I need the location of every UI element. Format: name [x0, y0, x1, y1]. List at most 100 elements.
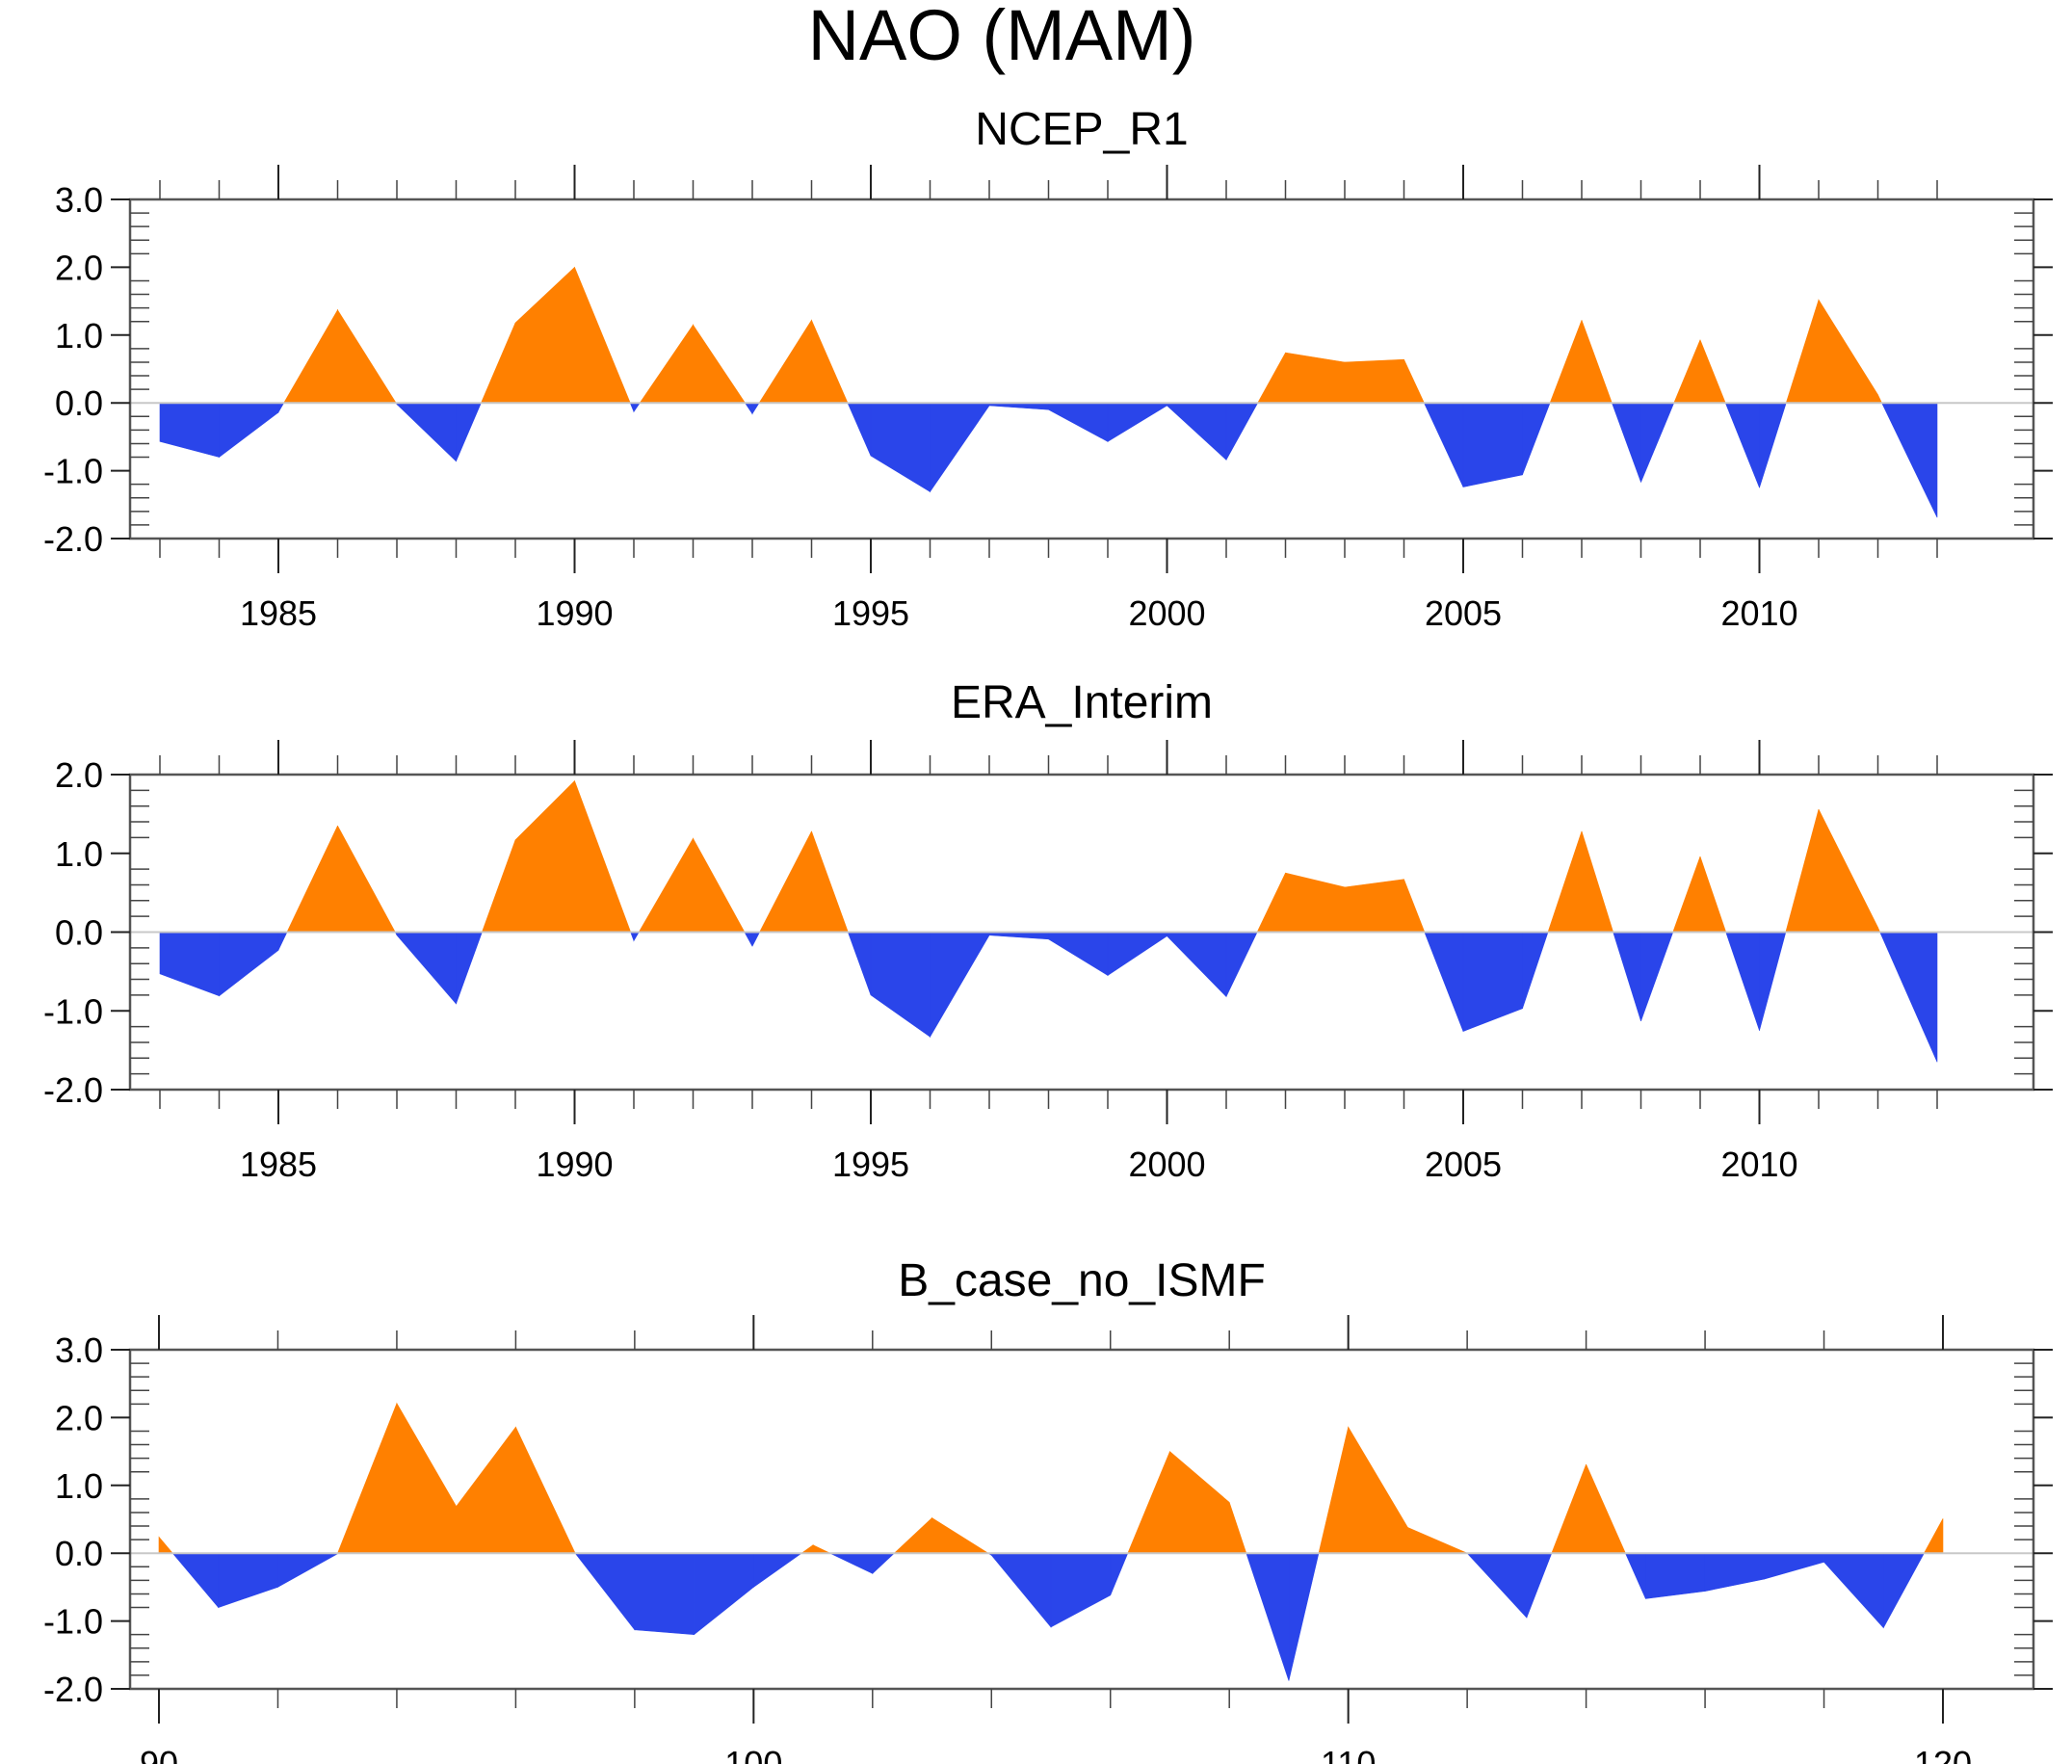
- negative-area-segment: [988, 932, 1049, 940]
- negative-area-segment: [1724, 402, 1760, 488]
- negative-area-segment: [1879, 932, 1938, 1063]
- negative-area-segment: [1640, 932, 1674, 1021]
- negative-area-segment: [1823, 1552, 1884, 1629]
- negative-area-segment: [1725, 932, 1760, 1031]
- negative-area-segment: [1462, 932, 1523, 1032]
- positive-area-segment: [396, 1402, 457, 1554]
- positive-area-segment: [1285, 352, 1346, 404]
- negative-area-segment: [1613, 932, 1641, 1021]
- negative-area-segment: [988, 402, 1049, 410]
- y-tick-label: 1.0: [55, 834, 103, 874]
- negative-area-segment: [1704, 1552, 1766, 1592]
- negative-area-segment: [1423, 402, 1464, 487]
- negative-area-segment: [277, 402, 285, 414]
- negative-area-segment: [1645, 1552, 1706, 1599]
- negative-area-segment: [277, 932, 288, 951]
- positive-area-segment: [514, 779, 575, 933]
- negative-area-segment: [218, 1552, 278, 1608]
- negative-area-segment: [1466, 1552, 1528, 1619]
- positive-area-segment: [639, 324, 694, 404]
- positive-area-segment: [574, 780, 632, 933]
- y-tick-label: 2.0: [55, 755, 103, 795]
- positive-area-segment: [1403, 879, 1426, 933]
- positive-area-segment: [1547, 830, 1583, 933]
- negative-area-segment: [1424, 932, 1464, 1032]
- negative-area-segment: [277, 1552, 338, 1588]
- positive-area-segment: [1785, 300, 1820, 404]
- negative-area-segment: [1522, 402, 1551, 475]
- negative-area-segment: [744, 932, 753, 947]
- negative-area-segment: [630, 932, 635, 941]
- negative-area-segment: [1881, 402, 1938, 518]
- negative-area-segment: [574, 1552, 636, 1631]
- negative-area-segment: [633, 402, 641, 413]
- positive-area-segment: [1344, 358, 1404, 404]
- positive-area-segment: [480, 323, 516, 404]
- positive-area-segment: [638, 837, 694, 933]
- y-tick-label: 0.0: [55, 913, 103, 953]
- negative-area-segment: [1288, 1552, 1320, 1681]
- negative-area-segment: [1050, 1552, 1112, 1628]
- x-tick-label: 100: [724, 1744, 782, 1764]
- negative-area-segment: [1110, 1552, 1129, 1595]
- x-tick-label: 1985: [240, 593, 317, 633]
- panel-title: NCEP_R1: [975, 104, 1188, 155]
- positive-area-segment: [1344, 879, 1404, 933]
- negative-area-segment: [847, 402, 872, 457]
- positive-area-segment: [759, 830, 812, 933]
- positive-area-segment: [1318, 1427, 1349, 1554]
- negative-area-segment: [456, 402, 482, 461]
- positive-area-segment: [812, 1544, 830, 1554]
- positive-area-segment: [1699, 856, 1727, 933]
- positive-area-segment: [758, 319, 812, 404]
- negative-area-segment: [1764, 1552, 1824, 1580]
- positive-area-segment: [800, 1544, 814, 1554]
- x-tick-label: 2000: [1128, 1145, 1205, 1184]
- positive-area-segment: [1581, 320, 1613, 404]
- x-tick-label: 1990: [536, 593, 613, 633]
- negative-area-segment: [1759, 402, 1787, 488]
- negative-area-segment: [1526, 1552, 1553, 1619]
- negative-area-segment: [1462, 402, 1523, 487]
- positive-area-segment: [1923, 1518, 1944, 1554]
- positive-area-segment: [1551, 1463, 1587, 1554]
- negative-area-segment: [930, 932, 990, 1039]
- positive-area-segment: [1673, 339, 1701, 404]
- negative-area-segment: [1167, 932, 1227, 998]
- negative-area-segment: [629, 402, 635, 412]
- positive-area-segment: [1586, 1463, 1626, 1554]
- panel-title: B_case_no_ISMF: [898, 1255, 1266, 1306]
- negative-area-segment: [1107, 402, 1167, 442]
- panel-era-interim: ERA_Interim -2.0 -1.0 0.0 1.0 2.0 1985 1990 199…: [43, 677, 2053, 1184]
- x-tick-label: 1990: [536, 1145, 613, 1184]
- y-tick-label: 0.0: [55, 383, 103, 423]
- positive-area-segment: [286, 826, 338, 933]
- positive-area-segment: [1403, 359, 1425, 404]
- positive-area-segment: [1877, 394, 1883, 404]
- positive-area-segment: [337, 308, 397, 404]
- panel-title: ERA_Interim: [951, 677, 1213, 728]
- positive-area-segment: [1228, 1502, 1247, 1554]
- y-tick-label: -2.0: [43, 1070, 103, 1110]
- negative-area-segment: [1048, 932, 1109, 976]
- positive-area-segment: [1699, 339, 1726, 404]
- positive-area-segment: [1127, 1451, 1170, 1554]
- positive-area-segment: [811, 830, 849, 933]
- negative-area-segment: [870, 402, 931, 492]
- negative-area-segment: [396, 402, 457, 462]
- y-tick-label: -2.0: [43, 1670, 103, 1709]
- negative-area-segment: [870, 932, 931, 1038]
- negative-area-segment: [1225, 932, 1258, 997]
- x-tick-label: 2005: [1425, 1145, 1502, 1184]
- negative-area-segment: [219, 932, 279, 997]
- negative-area-segment: [1225, 402, 1259, 461]
- x-tick-label: 1985: [240, 1145, 317, 1184]
- y-tick-label: -1.0: [43, 452, 103, 491]
- negative-area-segment: [171, 1552, 220, 1609]
- positive-area-segment: [893, 1516, 932, 1554]
- positive-area-segment: [515, 1427, 576, 1554]
- positive-area-segment: [1549, 320, 1583, 404]
- x-tick-label: 2010: [1720, 593, 1797, 633]
- positive-area-segment: [693, 838, 746, 933]
- y-tick-label: -1.0: [43, 1602, 103, 1642]
